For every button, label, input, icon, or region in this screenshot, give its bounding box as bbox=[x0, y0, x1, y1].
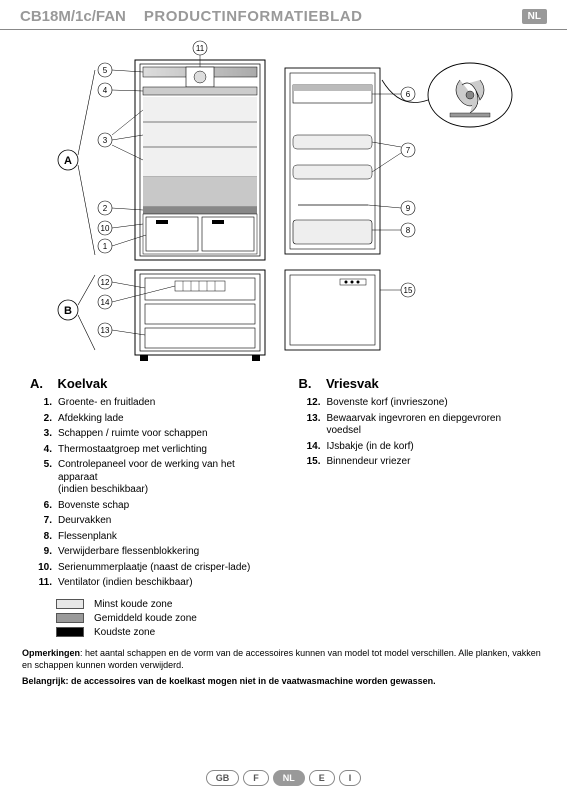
legend-row: Koudste zone bbox=[56, 627, 567, 638]
spec-item-num: 8. bbox=[30, 531, 52, 544]
spec-item-text: Flessenplank bbox=[58, 531, 269, 544]
legend-swatch bbox=[56, 599, 84, 609]
spec-item: 1. Groente- en fruitladen bbox=[30, 397, 269, 410]
spec-item: 13. Bewaarvak ingevroren en diepgevroren … bbox=[299, 413, 538, 438]
spec-item: 8. Flessenplank bbox=[30, 531, 269, 544]
section-a-title: Koelvak bbox=[57, 376, 107, 391]
header: CB18M/1c/FAN PRODUCTINFORMATIEBLAD NL bbox=[0, 0, 567, 30]
spec-item-num: 9. bbox=[30, 546, 52, 559]
svg-text:5: 5 bbox=[103, 66, 108, 75]
svg-text:7: 7 bbox=[406, 146, 411, 155]
spec-item-text: Deurvakken bbox=[58, 515, 269, 528]
spec-item-num: 10. bbox=[30, 562, 52, 575]
section-b-letter: B. bbox=[299, 376, 312, 391]
svg-text:9: 9 bbox=[406, 204, 411, 213]
svg-text:15: 15 bbox=[404, 286, 413, 295]
spec-item-num: 13. bbox=[299, 413, 321, 438]
spec-item: 9. Verwijderbare flessenblokkering bbox=[30, 546, 269, 559]
spec-item: 3. Schappen / ruimte voor schappen bbox=[30, 428, 269, 441]
spec-item: 4. Thermostaatgroep met verlichting bbox=[30, 444, 269, 457]
svg-text:10: 10 bbox=[101, 224, 110, 233]
legend-swatch bbox=[56, 613, 84, 623]
spec-item-num: 11. bbox=[30, 577, 52, 590]
svg-text:1: 1 bbox=[103, 242, 108, 251]
spec-item-text: Controlepaneel voor de werking van het a… bbox=[58, 459, 269, 497]
zone-a-label: A bbox=[64, 155, 72, 167]
lang-pill-gb[interactable]: GB bbox=[206, 770, 240, 786]
spec-item-text: Afdekking lade bbox=[58, 413, 269, 426]
lang-badge: NL bbox=[522, 9, 547, 24]
spec-item-num: 12. bbox=[299, 397, 321, 410]
legend-label: Gemiddeld koude zone bbox=[94, 613, 197, 624]
zone-b-label: B bbox=[64, 305, 72, 317]
legend-row: Minst koude zone bbox=[56, 599, 567, 610]
svg-text:14: 14 bbox=[101, 298, 110, 307]
model-code: CB18M/1c/FAN bbox=[20, 8, 126, 25]
lang-footer: GBFNLEI bbox=[0, 770, 567, 786]
spec-item-num: 4. bbox=[30, 444, 52, 457]
spec-item-num: 5. bbox=[30, 459, 52, 497]
lang-pill-i[interactable]: I bbox=[339, 770, 362, 786]
note2-bold: Belangrijk: de accessoires van de koelka… bbox=[22, 676, 436, 686]
spec-item-num: 2. bbox=[30, 413, 52, 426]
svg-text:11: 11 bbox=[196, 44, 205, 53]
spec-item-text: Groente- en fruitladen bbox=[58, 397, 269, 410]
spec-item: 10. Serienummerplaatje (naast de crisper-… bbox=[30, 562, 269, 575]
doc-title: PRODUCTINFORMATIEBLAD bbox=[144, 8, 522, 25]
svg-text:3: 3 bbox=[103, 136, 108, 145]
spec-item: 15. Binnendeur vriezer bbox=[299, 456, 538, 469]
svg-text:12: 12 bbox=[101, 278, 110, 287]
spec-item-text: Bovenste korf (invrieszone) bbox=[327, 397, 538, 410]
svg-text:8: 8 bbox=[406, 226, 411, 235]
spec-item-num: 15. bbox=[299, 456, 321, 469]
legend-label: Koudste zone bbox=[94, 627, 155, 638]
svg-text:6: 6 bbox=[406, 90, 411, 99]
svg-text:13: 13 bbox=[101, 326, 110, 335]
spec-item: 12. Bovenste korf (invrieszone) bbox=[299, 397, 538, 410]
spec-item-text: Schappen / ruimte voor schappen bbox=[58, 428, 269, 441]
section-a: A. Koelvak 1. Groente- en fruitladen 2. Afd… bbox=[30, 376, 269, 593]
fridge-diagram: A B 5 4 3 2 10 1 12 14 13 bbox=[0, 30, 567, 370]
spec-columns: A. Koelvak 1. Groente- en fruitladen 2. Afd… bbox=[0, 370, 567, 593]
spec-item: 6. Bovenste schap bbox=[30, 500, 269, 513]
spec-item-text: Bewaarvak ingevroren en diepgevroren voe… bbox=[327, 413, 538, 438]
spec-item: 2. Afdekking lade bbox=[30, 413, 269, 426]
spec-item-num: 7. bbox=[30, 515, 52, 528]
spec-item-text: Binnendeur vriezer bbox=[327, 456, 538, 469]
spec-item-text: Ventilator (indien beschikbaar) bbox=[58, 577, 269, 590]
diagram: A B 5 4 3 2 10 1 12 14 13 bbox=[0, 30, 567, 370]
svg-text:4: 4 bbox=[103, 86, 108, 95]
spec-item: 14. IJsbakje (in de korf) bbox=[299, 441, 538, 454]
spec-item-text: Serienummerplaatje (naast de crisper-lad… bbox=[58, 562, 269, 575]
spec-item: 5.Controlepaneel voor de werking van het… bbox=[30, 459, 269, 497]
lang-pill-e[interactable]: E bbox=[309, 770, 335, 786]
spec-item: 11. Ventilator (indien beschikbaar) bbox=[30, 577, 269, 590]
spec-item-text: Bovenste schap bbox=[58, 500, 269, 513]
spec-item-num: 14. bbox=[299, 441, 321, 454]
section-b: B. Vriesvak 12. Bovenste korf (invrieszon… bbox=[299, 376, 538, 593]
spec-item: 7. Deurvakken bbox=[30, 515, 269, 528]
lang-pill-f[interactable]: F bbox=[243, 770, 269, 786]
legend-label: Minst koude zone bbox=[94, 599, 172, 610]
note1-text: : het aantal schappen en de vorm van de … bbox=[22, 648, 541, 670]
svg-text:2: 2 bbox=[103, 204, 108, 213]
spec-item-text: Verwijderbare flessenblokkering bbox=[58, 546, 269, 559]
spec-item-num: 1. bbox=[30, 397, 52, 410]
spec-item-num: 6. bbox=[30, 500, 52, 513]
spec-item-text: IJsbakje (in de korf) bbox=[327, 441, 538, 454]
note1-bold: Opmerkingen bbox=[22, 648, 80, 658]
spec-item-num: 3. bbox=[30, 428, 52, 441]
notes: Opmerkingen: het aantal schappen en de v… bbox=[0, 641, 567, 687]
legend-row: Gemiddeld koude zone bbox=[56, 613, 567, 624]
lang-pill-nl[interactable]: NL bbox=[273, 770, 305, 786]
zone-legend: Minst koude zone Gemiddeld koude zone Koud… bbox=[0, 593, 567, 638]
section-b-title: Vriesvak bbox=[326, 376, 379, 391]
section-a-letter: A. bbox=[30, 376, 43, 391]
spec-item-text: Thermostaatgroep met verlichting bbox=[58, 444, 269, 457]
legend-swatch bbox=[56, 627, 84, 637]
